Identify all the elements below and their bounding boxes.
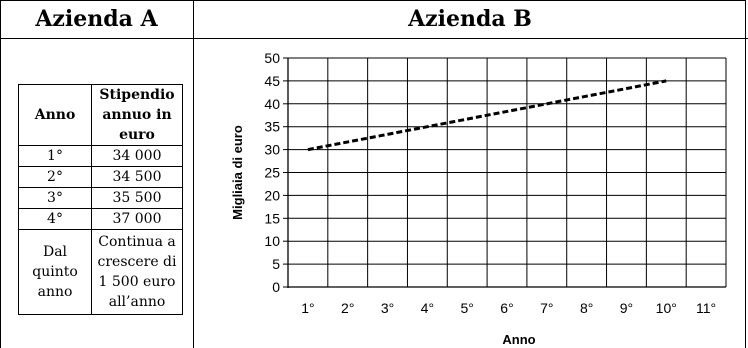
salary-cell: 34 000: [91, 145, 183, 167]
year-rule-line: quinto: [32, 264, 78, 280]
y-tick-labels: 0 5 10 15 20 25 30 35 40 45 50: [264, 50, 280, 295]
table-row: 1° 34 000: [18, 145, 183, 167]
x-tick-label: 9°: [620, 300, 633, 316]
y-tick-label: 30: [264, 142, 280, 158]
salary-table-header: Anno Stipendio annuo in euro: [18, 84, 183, 146]
x-tick-label: 4°: [421, 300, 434, 316]
y-tick-label: 15: [264, 210, 280, 226]
salary-rule-line: crescere di: [97, 254, 177, 270]
table-row: 2° 34 500: [18, 166, 183, 188]
x-tick-label: 8°: [580, 300, 593, 316]
year-cell: 2°: [18, 166, 92, 188]
salary-cell: 37 000: [91, 208, 183, 230]
table-row-rule: Dal quinto anno Continua a crescere di 1…: [18, 229, 183, 315]
y-axis-title: Migliaia di euro: [230, 125, 245, 220]
y-tick-label: 45: [264, 73, 280, 89]
x-tick-label: 7°: [540, 300, 553, 316]
x-tick-label: 6°: [500, 300, 513, 316]
salary-rule-line: Continua a: [98, 234, 176, 250]
company-b-title: Azienda B: [408, 6, 532, 32]
x-tick-label: 11°: [696, 300, 716, 316]
col-salary-line: euro: [119, 127, 155, 143]
salary-cell: 34 500: [91, 166, 183, 188]
year-rule-cell: Dal quinto anno: [18, 229, 92, 315]
column-divider: [193, 0, 194, 348]
year-cell: 3°: [18, 187, 92, 209]
y-tick-label: 10: [264, 233, 280, 249]
chart-grid: [288, 57, 727, 288]
salary-table: Anno Stipendio annuo in euro 1° 34 000 2…: [18, 84, 183, 315]
year-rule-line: anno: [37, 284, 73, 300]
company-a-title: Azienda A: [35, 6, 158, 32]
salary-cell: 35 500: [91, 187, 183, 209]
salary-rule-line: all’anno: [108, 294, 166, 310]
y-tick-label: 20: [264, 187, 280, 203]
col-salary-header: Stipendio annuo in euro: [91, 84, 183, 146]
salary-trend-line: [307, 79, 667, 152]
x-tick-labels: 1° 2° 3° 4° 5° 6° 7° 8° 9° 10° 11°: [301, 300, 716, 316]
year-cell: 1°: [18, 145, 92, 167]
x-tick-label: 5°: [460, 300, 473, 316]
col-salary-line: Stipendio: [99, 87, 175, 103]
y-tick-label: 25: [264, 165, 280, 181]
y-tick-label: 50: [264, 50, 280, 66]
x-tick-label: 1°: [301, 300, 314, 316]
header-row: [0, 0, 748, 39]
y-tick-label: 0: [272, 279, 280, 295]
year-rule-line: Dal: [42, 244, 68, 260]
y-tick-label: 40: [264, 96, 280, 112]
x-tick-label: 2°: [341, 300, 354, 316]
chart-series: [307, 79, 667, 152]
x-tick-label: 10°: [656, 300, 677, 316]
x-tick-label: 3°: [381, 300, 394, 316]
x-axis-title: Anno: [502, 332, 535, 347]
year-cell: 4°: [18, 208, 92, 230]
col-salary-line: annuo in: [102, 107, 172, 123]
chart-axes: [283, 57, 726, 288]
y-tick-label: 35: [264, 119, 280, 135]
table-row: 4° 37 000: [18, 208, 183, 230]
col-year-header: Anno: [18, 84, 92, 146]
y-tick-label: 5: [272, 256, 280, 272]
salary-rule-line: 1 500 euro: [98, 274, 176, 290]
table-row: 3° 35 500: [18, 187, 183, 209]
salary-rule-cell: Continua a crescere di 1 500 euro all’an…: [91, 229, 183, 315]
